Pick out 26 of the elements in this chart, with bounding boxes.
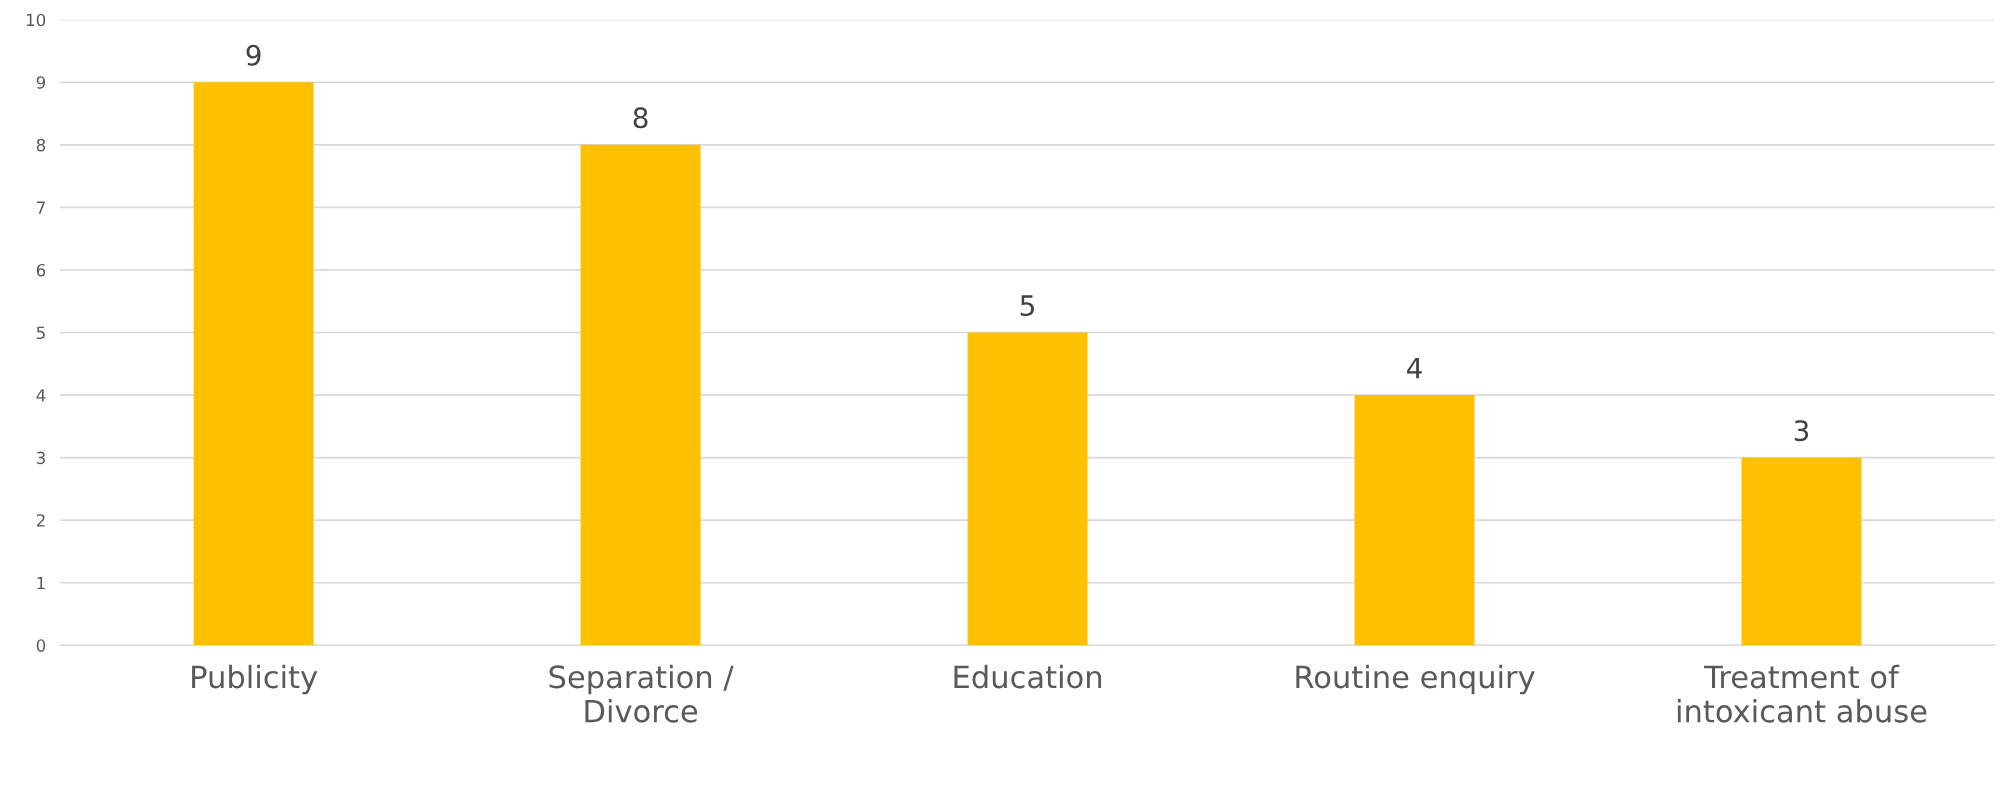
y-tick-label: 4	[36, 389, 46, 402]
y-tick-label: 10	[26, 13, 46, 27]
y-tick-label: 6	[36, 263, 46, 277]
x-tick-label: Routine enquiry	[1296, 664, 1535, 695]
y-tick-label: 3	[36, 451, 45, 465]
y-tick-label: 7	[37, 201, 45, 214]
bar	[967, 332, 1088, 646]
data-label: 4	[1407, 357, 1422, 379]
y-tick-label: 2	[36, 514, 45, 527]
bar	[580, 144, 701, 646]
bar	[193, 82, 314, 646]
bar	[1741, 457, 1862, 646]
y-tick-label: 5	[36, 326, 45, 340]
data-label: 8	[633, 107, 648, 129]
x-tick-label: Separation / Divorce	[549, 664, 734, 723]
y-tick-label: 0	[36, 639, 46, 652]
data-label: 3	[1794, 420, 1809, 442]
y-tick-label: 8	[36, 138, 46, 152]
x-tick-label: Treatment of intoxicant abuse	[1677, 664, 1927, 723]
y-tick-label: 9	[36, 76, 46, 89]
x-tick-label: Education	[954, 664, 1102, 689]
x-tick-label: Publicity	[192, 664, 318, 695]
bar	[1354, 395, 1475, 646]
data-label: 5	[1020, 295, 1034, 317]
data-label: 9	[246, 44, 261, 66]
y-tick-label: 1	[37, 576, 45, 590]
